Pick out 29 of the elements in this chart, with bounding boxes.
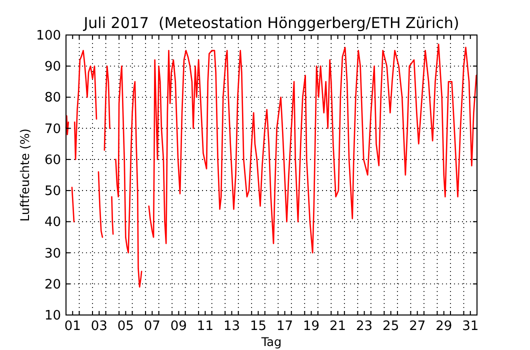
y-tick-label: 10 [44, 308, 61, 324]
x-tick-label: 09 [170, 319, 187, 334]
x-tick-label: 19 [303, 319, 320, 334]
x-tick-label: 29 [436, 319, 452, 334]
x-tick-label: 15 [250, 319, 267, 334]
chart-title: Juli 2017 (Meteostation Hönggerberg/ETH Zürich) [82, 14, 460, 32]
y-tick-label: 80 [44, 90, 61, 106]
x-tick-label: 07 [144, 319, 160, 334]
y-tick-label: 20 [44, 277, 61, 292]
x-axis-title: Tag [260, 335, 282, 349]
y-tick-label: 50 [44, 184, 61, 200]
y-tick-label: 90 [44, 60, 61, 75]
y-tick-label: 40 [44, 215, 61, 230]
x-tick-label: 27 [409, 319, 426, 334]
x-tick-label: 21 [330, 319, 346, 334]
y-tick-label: 70 [44, 122, 61, 137]
x-tick-label: 01 [64, 319, 81, 334]
x-tick-label: 13 [223, 319, 240, 334]
x-tick-label: 23 [356, 319, 373, 334]
x-tick-label: 17 [276, 319, 294, 334]
y-tick-label: 30 [44, 246, 61, 262]
x-tick-label: 05 [117, 319, 134, 334]
y-tick-label: 60 [44, 152, 61, 168]
x-tick-label: 25 [382, 319, 400, 334]
x-tick-label: 31 [462, 319, 479, 334]
x-tick-label: 11 [196, 319, 214, 334]
y-tick-label: 100 [36, 28, 61, 44]
x-tick-label: 03 [90, 319, 108, 334]
y-axis-title: Luftfeuchte (%) [18, 128, 32, 222]
